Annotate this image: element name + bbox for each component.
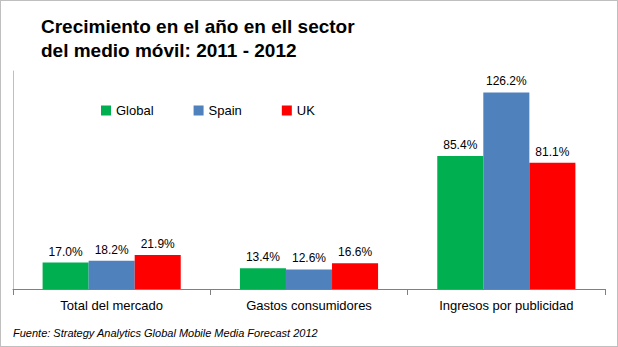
svg-text:del medio móvil: 2011 - 2012: del medio móvil: 2011 - 2012 (41, 40, 297, 61)
svg-text:81.1%: 81.1% (535, 145, 569, 159)
svg-text:17.0%: 17.0% (49, 245, 83, 259)
svg-text:21.9%: 21.9% (141, 237, 175, 251)
svg-text:18.2%: 18.2% (95, 243, 129, 257)
svg-text:85.4%: 85.4% (443, 138, 477, 152)
svg-text:UK: UK (297, 103, 315, 118)
svg-text:Global: Global (116, 103, 154, 118)
svg-text:Fuente: Strategy Analytics Glo: Fuente: Strategy Analytics Global Mobile… (13, 327, 318, 339)
svg-text:Total del mercado: Total del mercado (60, 298, 163, 313)
svg-text:13.4%: 13.4% (246, 250, 280, 264)
svg-text:Ingresos por publicidad: Ingresos por publicidad (439, 298, 573, 313)
svg-text:126.2%: 126.2% (486, 74, 527, 88)
svg-text:16.6%: 16.6% (338, 245, 372, 259)
svg-text:Gastos consumidores: Gastos consumidores (246, 298, 372, 313)
svg-text:12.6%: 12.6% (292, 251, 326, 265)
svg-text:Spain: Spain (209, 103, 242, 118)
svg-text:Crecimiento en el año en ell s: Crecimiento en el año en ell sector (41, 16, 355, 37)
